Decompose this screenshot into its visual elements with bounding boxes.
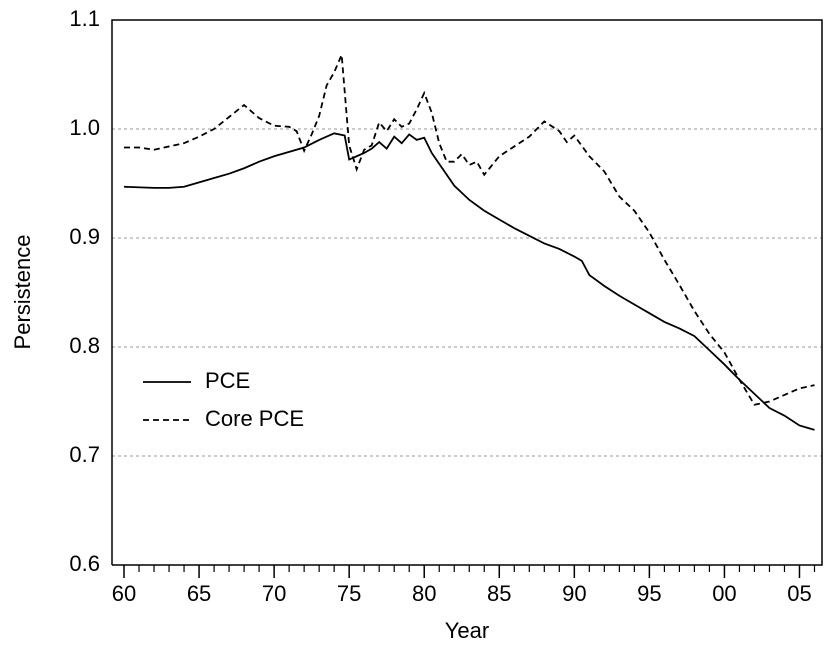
y-tick-label: 1.1 (69, 6, 100, 31)
x-tick-label: 60 (112, 581, 136, 606)
x-axis-label: Year (445, 618, 489, 643)
x-tick-label: 85 (487, 581, 511, 606)
y-tick-label: 1.0 (69, 115, 100, 140)
legend-label: PCE (205, 368, 250, 393)
series-line (123, 132, 815, 431)
legend-label: Core PCE (205, 406, 304, 431)
y-tick-label: 0.8 (69, 333, 100, 358)
x-tick-label: 70 (262, 581, 286, 606)
y-axis-label: Persistence (10, 235, 35, 350)
x-tick-label: 00 (712, 581, 736, 606)
x-tick-label: 90 (562, 581, 586, 606)
x-tick-label: 05 (787, 581, 811, 606)
x-tick-label: 80 (412, 581, 436, 606)
plot-frame (111, 19, 823, 566)
x-tick-label: 95 (637, 581, 661, 606)
y-tick-label: 0.7 (69, 442, 100, 467)
y-tick-label: 0.6 (69, 551, 100, 576)
x-tick-label: 65 (187, 581, 211, 606)
y-tick-label: 0.9 (69, 224, 100, 249)
x-tick-label: 75 (337, 581, 361, 606)
